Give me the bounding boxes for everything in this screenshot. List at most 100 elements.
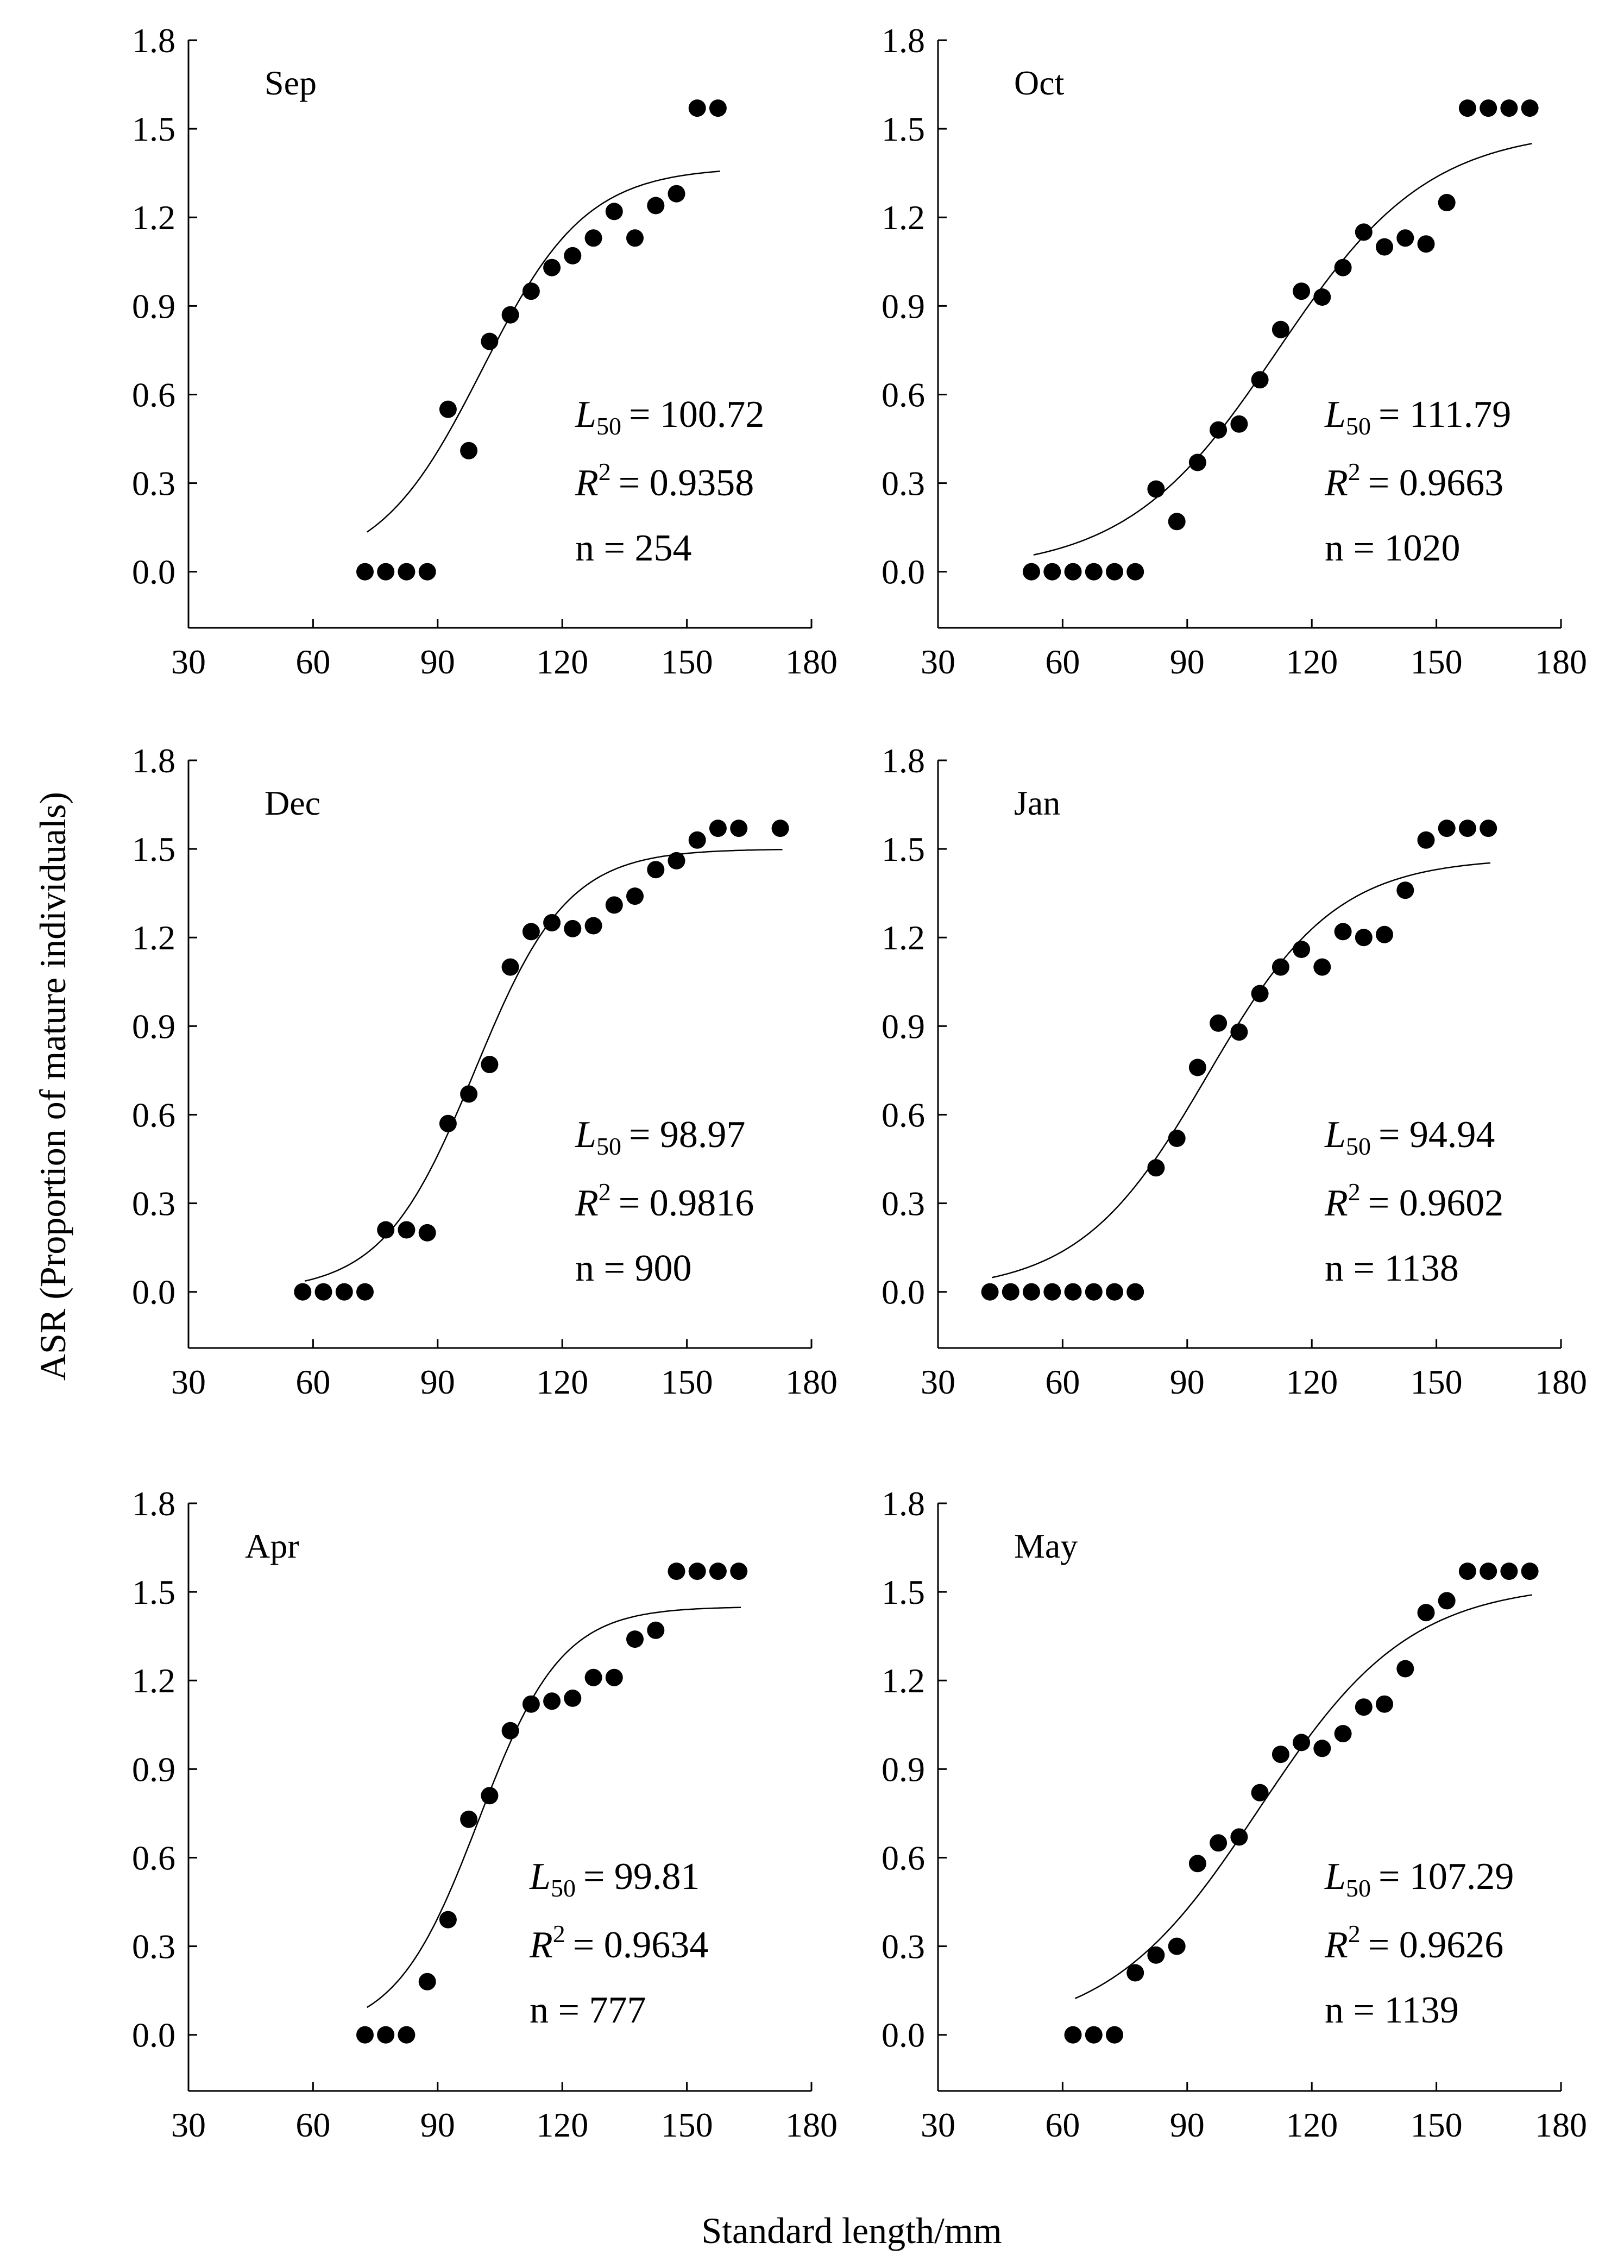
data-point xyxy=(1293,941,1311,958)
l50-symbol: L xyxy=(575,394,596,436)
l50-value: = 98.97 xyxy=(629,1114,745,1156)
y-tick-label: 0.6 xyxy=(132,1095,175,1134)
l50-subscript: 50 xyxy=(596,412,621,440)
data-point xyxy=(335,1283,353,1301)
y-tick-label: 0.9 xyxy=(132,287,175,325)
data-point xyxy=(1355,1698,1373,1716)
data-point xyxy=(1251,371,1269,389)
y-tick-label: 1.2 xyxy=(132,918,175,957)
x-tick-label: 150 xyxy=(1411,642,1463,681)
data-point xyxy=(668,185,685,203)
l50-value: = 94.94 xyxy=(1378,1114,1495,1156)
panel-sep: 0.0 0.3 0.6 0.9 1.2 1.5 1.8 30 60 90 120 150 180 Sep L… xyxy=(132,21,838,681)
x-tick-label: 120 xyxy=(536,642,588,681)
data-point xyxy=(1438,820,1456,837)
data-point xyxy=(418,1973,436,1990)
y-tick-label: 0.9 xyxy=(882,1750,925,1788)
y-tick-label: 0.3 xyxy=(132,1185,175,1223)
y-tick-label: 0.9 xyxy=(882,1007,925,1045)
month-label: Jan xyxy=(1014,784,1060,822)
data-point xyxy=(1085,2026,1103,2044)
y-tick-label: 0.0 xyxy=(882,553,925,591)
r2-annotation: R2 = 0.9634 xyxy=(529,1920,708,1966)
x-tick-label: 150 xyxy=(661,2106,713,2144)
x-tick-label: 60 xyxy=(295,642,330,681)
data-point xyxy=(1438,1592,1456,1610)
l50-subscript: 50 xyxy=(596,1132,621,1160)
r2-symbol: R xyxy=(575,1182,599,1224)
data-point xyxy=(1480,99,1497,117)
data-point xyxy=(481,1787,499,1805)
data-point xyxy=(481,1056,499,1073)
data-point xyxy=(1230,415,1248,433)
data-point xyxy=(626,1630,644,1648)
data-point xyxy=(501,306,519,324)
data-point xyxy=(460,442,478,459)
month-label: Oct xyxy=(1014,64,1065,102)
y-tick-label: 1.2 xyxy=(132,1661,175,1700)
y-tick-label: 0.3 xyxy=(132,464,175,503)
x-tick-label: 90 xyxy=(420,642,455,681)
data-point xyxy=(1064,1283,1082,1301)
data-point xyxy=(1417,831,1435,849)
r2-annotation: R2 = 0.9663 xyxy=(1324,458,1503,504)
data-point xyxy=(418,1224,436,1242)
x-tick-label: 90 xyxy=(1170,642,1205,681)
data-point xyxy=(1002,1283,1019,1301)
r2-value: = 0.9816 xyxy=(619,1182,754,1224)
data-point xyxy=(709,820,727,837)
y-tick-label: 0.6 xyxy=(882,1095,925,1134)
data-point xyxy=(314,1283,332,1301)
data-point xyxy=(605,896,623,914)
l50-subscript: 50 xyxy=(551,1874,576,1902)
x-tick-label: 120 xyxy=(536,1363,588,1401)
x-tick-label: 150 xyxy=(1411,2106,1463,2144)
r2-symbol: R xyxy=(1324,1182,1348,1224)
data-point xyxy=(1500,99,1518,117)
data-point xyxy=(356,563,374,581)
y-tick-label: 1.8 xyxy=(132,1484,175,1523)
data-point xyxy=(1085,563,1103,581)
data-point xyxy=(564,247,582,264)
data-point xyxy=(1521,99,1539,117)
data-point xyxy=(584,917,602,935)
l50-symbol: L xyxy=(575,1114,596,1156)
x-tick-label: 90 xyxy=(1170,1363,1205,1401)
data-point xyxy=(564,1689,582,1707)
data-point xyxy=(398,2026,416,2044)
data-point xyxy=(1023,563,1040,581)
data-point xyxy=(1126,563,1144,581)
l50-value: = 107.29 xyxy=(1378,1856,1514,1898)
month-label: Apr xyxy=(245,1527,299,1565)
panel-oct: 0.0 0.3 0.6 0.9 1.2 1.5 1.8 30 60 90 120 150 180 Oct L… xyxy=(882,21,1587,681)
y-tick-label: 1.8 xyxy=(882,1484,925,1523)
y-tick-label: 0.3 xyxy=(132,1927,175,1966)
data-point xyxy=(543,259,561,276)
data-point xyxy=(605,1668,623,1686)
data-point xyxy=(1106,563,1123,581)
data-point xyxy=(1210,1834,1228,1852)
x-tick-label: 90 xyxy=(420,1363,455,1401)
data-point xyxy=(1376,1695,1393,1713)
r2-superscript: 2 xyxy=(1348,458,1361,486)
fit-curve xyxy=(367,1606,741,2008)
data-point xyxy=(501,1722,519,1740)
data-point xyxy=(1064,563,1082,581)
y-tick-label: 1.2 xyxy=(882,1661,925,1700)
y-tick-label: 0.6 xyxy=(882,375,925,414)
l50-annotation: L50 = 111.79 xyxy=(1324,394,1511,440)
r2-symbol: R xyxy=(1324,462,1348,504)
x-tick-label: 180 xyxy=(1535,642,1587,681)
data-point xyxy=(501,958,519,976)
x-tick-label: 180 xyxy=(1535,1363,1587,1401)
x-axis-title: Standard length/mm xyxy=(701,2210,1002,2251)
data-point xyxy=(1147,1946,1165,1964)
n-annotation: n = 1139 xyxy=(1325,1989,1459,2031)
data-point xyxy=(356,2026,374,2044)
n-annotation: n = 777 xyxy=(530,1989,646,2031)
r2-annotation: R2 = 0.9626 xyxy=(1324,1920,1503,1966)
data-point xyxy=(584,1668,602,1686)
data-point xyxy=(1293,282,1311,300)
r2-symbol: R xyxy=(575,462,599,504)
